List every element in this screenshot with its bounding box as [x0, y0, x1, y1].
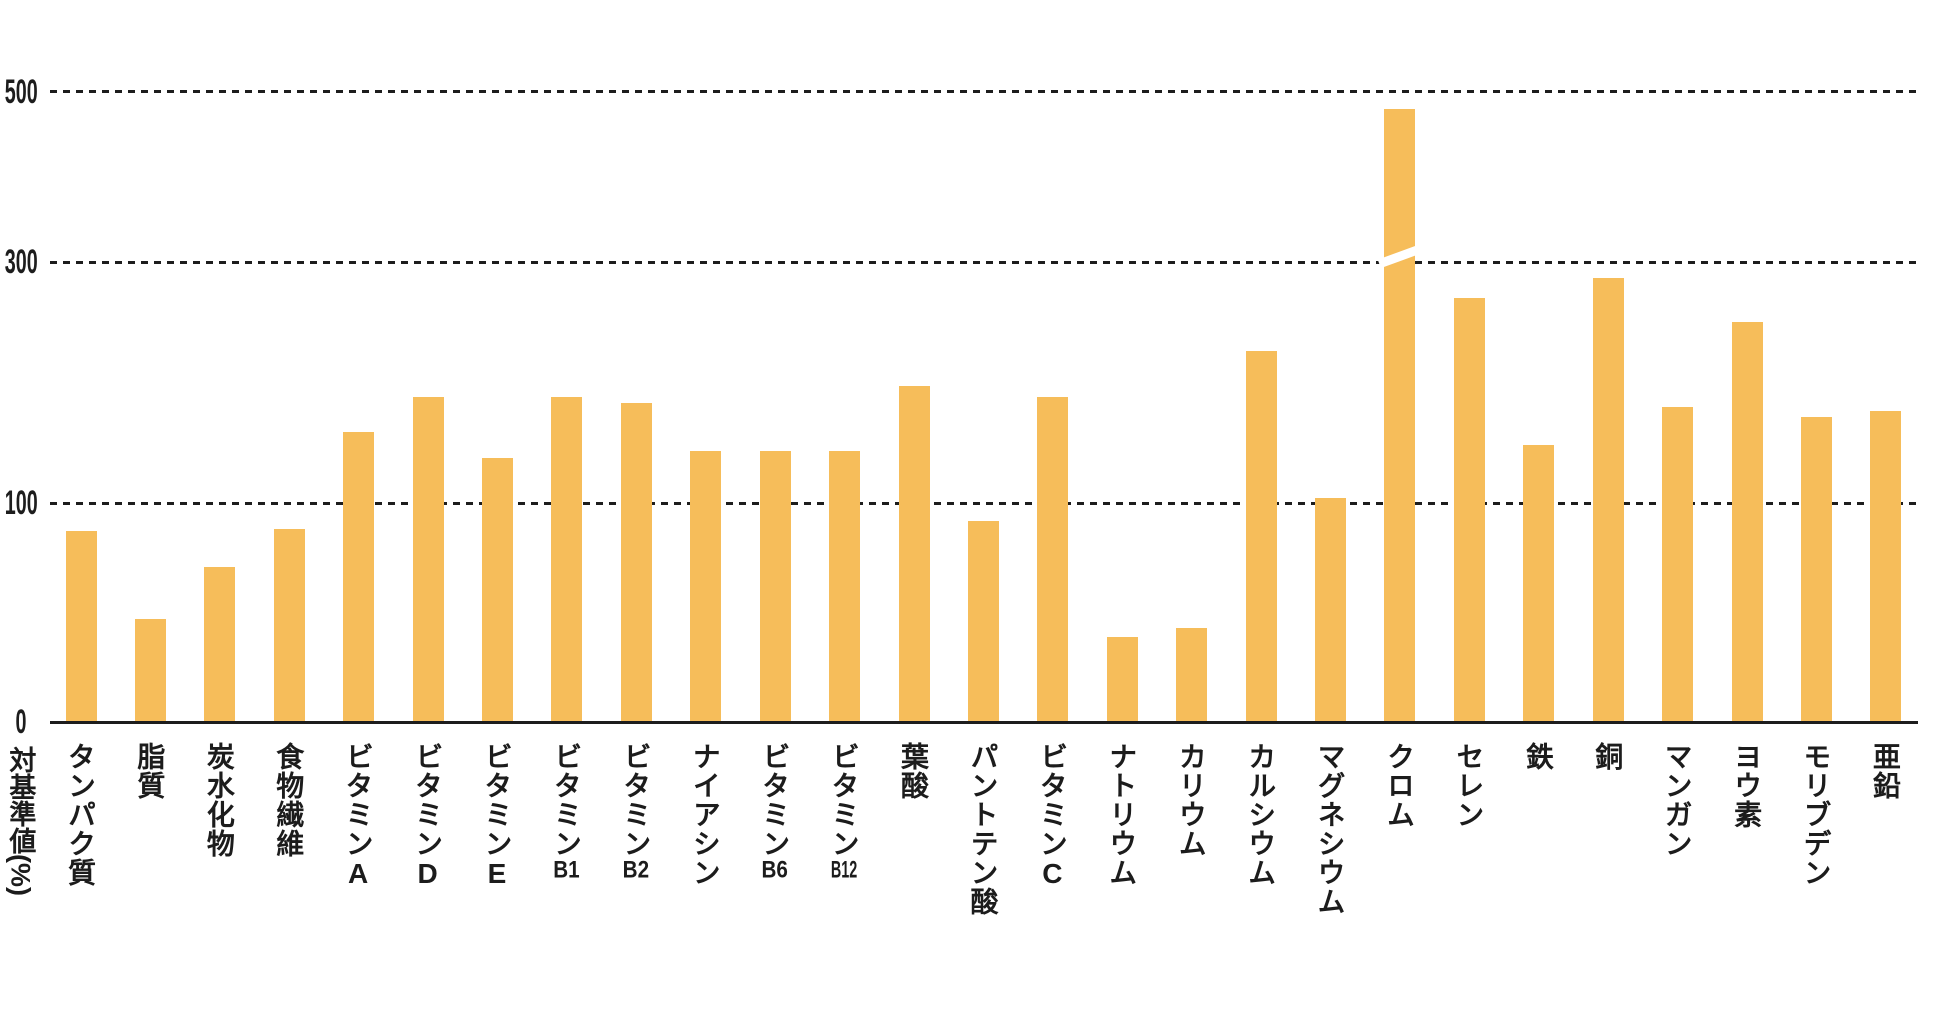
- bar: [412, 396, 444, 721]
- y-tick-label-0: 0: [15, 703, 27, 741]
- category-label: カリウム: [1175, 742, 1207, 858]
- bar: [1245, 351, 1277, 721]
- category-label: マンガン: [1661, 742, 1693, 858]
- bar: [759, 451, 791, 721]
- category-label: 食物繊維: [273, 742, 305, 858]
- category-label: マグネシウム: [1314, 742, 1346, 916]
- bar: [1731, 322, 1763, 721]
- category-label: ビタミンE: [481, 742, 513, 890]
- category-label: ナイアシン: [689, 742, 721, 887]
- category-label: ヨウ素: [1731, 742, 1763, 829]
- bar: [829, 451, 861, 721]
- bar: [65, 531, 97, 721]
- category-label: ビタミンC: [1036, 742, 1068, 890]
- bar: [1870, 411, 1902, 721]
- bar: [273, 529, 305, 721]
- bar: [1384, 108, 1416, 721]
- gridline-100: [50, 501, 1918, 505]
- x-axis-line: [50, 721, 1918, 724]
- bar: [1523, 445, 1555, 721]
- bar: [1315, 498, 1347, 721]
- bar: [1037, 396, 1069, 721]
- bar: [620, 402, 652, 721]
- category-label: 脂質: [134, 742, 166, 800]
- bar: [1453, 298, 1485, 721]
- category-label: ビタミンA: [342, 742, 374, 890]
- category-label: 葉酸: [898, 742, 930, 800]
- bar: [1106, 636, 1138, 721]
- category-label: 炭水化物: [203, 742, 235, 858]
- category-label: ナトリウム: [1106, 742, 1138, 887]
- bar: [134, 619, 166, 721]
- category-label: ビタミンB2: [620, 742, 652, 882]
- bar: [1176, 627, 1208, 721]
- gridline-300: [50, 260, 1918, 264]
- category-label: 銅: [1592, 742, 1624, 771]
- bar: [967, 520, 999, 721]
- y-tick-label-300: 300: [4, 243, 38, 281]
- bar: [898, 386, 930, 721]
- category-label: タンパク質: [65, 742, 96, 887]
- gridline-500: [50, 90, 1918, 93]
- y-axis-title: 対基準値(%): [5, 746, 36, 896]
- category-label: パントテン酸: [967, 742, 999, 916]
- category-label: 鉄: [1522, 742, 1554, 771]
- y-tick-label-100: 100: [4, 484, 38, 522]
- bar: [690, 451, 722, 721]
- category-label: セレン: [1453, 742, 1485, 829]
- category-label: クロム: [1383, 742, 1415, 829]
- category-label: カルシウム: [1245, 742, 1277, 887]
- y-tick-label-500: 500: [4, 72, 38, 111]
- category-label: ビタミンB6: [759, 742, 791, 882]
- bar: [551, 396, 583, 721]
- category-label: モリブデン: [1800, 742, 1832, 887]
- bar: [204, 566, 236, 721]
- bar: [1662, 406, 1694, 721]
- category-label: ビタミンB12: [828, 742, 860, 882]
- bar: [343, 431, 375, 721]
- category-label: ビタミンB1: [550, 742, 582, 882]
- bar: [1801, 417, 1832, 721]
- bar: [1592, 277, 1624, 721]
- category-label: ビタミンD: [412, 742, 444, 890]
- bar: [482, 458, 514, 721]
- category-label: 亜鉛: [1869, 742, 1901, 800]
